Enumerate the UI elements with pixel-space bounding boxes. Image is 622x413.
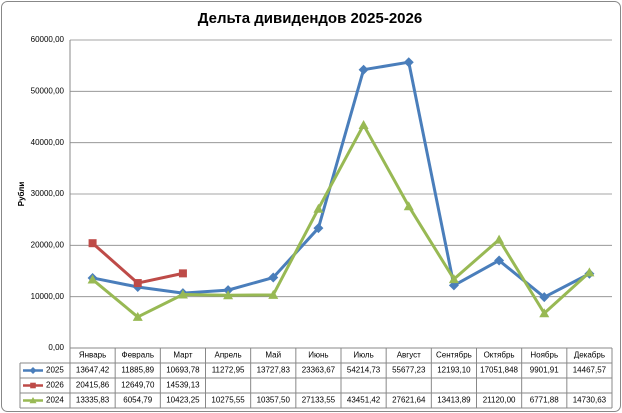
data-point	[178, 269, 187, 278]
table-value: 27621,64	[392, 396, 426, 405]
x-tick-label: Март	[173, 351, 192, 360]
data-point	[358, 119, 369, 129]
data-point	[539, 292, 550, 303]
data-point	[313, 203, 324, 213]
x-tick-label: Октябрь	[484, 351, 515, 360]
x-tick-label: Сентябрь	[436, 351, 472, 360]
x-tick-label: Май	[265, 351, 281, 360]
data-point	[584, 267, 595, 277]
data-point	[448, 274, 459, 284]
table-value: 6771,88	[530, 396, 559, 405]
x-tick-label: Ноябрь	[530, 351, 558, 360]
data-point	[268, 272, 279, 283]
data-point	[358, 64, 369, 75]
data-point	[494, 234, 505, 244]
data-point	[223, 285, 234, 296]
y-tick-label: 50000,00	[31, 86, 65, 95]
table-value: 20415,86	[76, 381, 110, 390]
table-value: 13335,83	[76, 396, 110, 405]
table-value: 12193,10	[437, 366, 471, 375]
data-point	[132, 311, 143, 321]
data-point	[313, 223, 324, 234]
data-point	[539, 308, 550, 318]
x-tick-label: Июль	[353, 351, 373, 360]
data-point	[268, 289, 279, 299]
chart-title: Дельта дивидендов 2025-2026	[198, 10, 422, 27]
data-point	[494, 255, 505, 266]
table-value: 55677,23	[392, 366, 426, 375]
x-tick-label: Февраль	[121, 351, 154, 360]
y-tick-label: 60000,00	[31, 35, 65, 44]
legend-marker	[29, 397, 37, 404]
table-value: 13647,42	[76, 366, 110, 375]
data-point	[133, 279, 142, 288]
table-value: 10357,50	[257, 396, 291, 405]
table-value: 9901,91	[530, 366, 559, 375]
data-point	[88, 239, 97, 248]
y-tick-label: 20000,00	[31, 240, 65, 249]
table-value: 12649,70	[121, 381, 155, 390]
table-value: 14730,63	[573, 396, 607, 405]
x-tick-label: Апрель	[215, 351, 242, 360]
table-value: 17051,848	[480, 366, 518, 375]
table-value: 23363,67	[302, 366, 336, 375]
table-value: 14539,13	[166, 381, 200, 390]
table-value: 27133,55	[302, 396, 336, 405]
y-tick-label: 30000,00	[31, 189, 65, 198]
x-tick-label: Август	[397, 351, 421, 360]
y-tick-label: 40000,00	[31, 138, 65, 147]
table-value: 10275,55	[211, 396, 245, 405]
data-point	[403, 201, 414, 211]
data-point	[223, 290, 234, 300]
data-point	[177, 289, 188, 299]
legend-label: 2024	[46, 396, 64, 405]
table-value: 10423,25	[166, 396, 200, 405]
y-tick-label: 10000,00	[31, 292, 65, 301]
x-tick-label: Декабрь	[574, 351, 605, 360]
table-value: 10693,78	[166, 366, 200, 375]
series-line	[91, 123, 591, 319]
table-value: 13413,89	[437, 396, 471, 405]
table-value: 21120,00	[483, 396, 516, 405]
legend-marker	[29, 367, 37, 374]
x-tick-label: Январь	[79, 351, 106, 360]
series-line	[92, 60, 591, 299]
table-value: 11272,95	[212, 366, 245, 375]
table-value: 13727,83	[257, 366, 291, 375]
legend-label: 2025	[46, 366, 64, 375]
table-value: 11885,89	[121, 366, 154, 375]
y-tick-label: 0,00	[48, 343, 64, 352]
table-value: 6054,79	[123, 396, 152, 405]
table-value: 14467,57	[573, 366, 607, 375]
table-value: 54214,73	[347, 366, 381, 375]
data-point	[87, 274, 98, 284]
x-tick-label: Июнь	[308, 351, 328, 360]
legend-label: 2026	[46, 381, 64, 390]
table-value: 43451,42	[347, 396, 381, 405]
data-point	[403, 57, 414, 68]
legend-marker	[30, 382, 36, 389]
y-axis-label: Рубли	[17, 182, 26, 207]
